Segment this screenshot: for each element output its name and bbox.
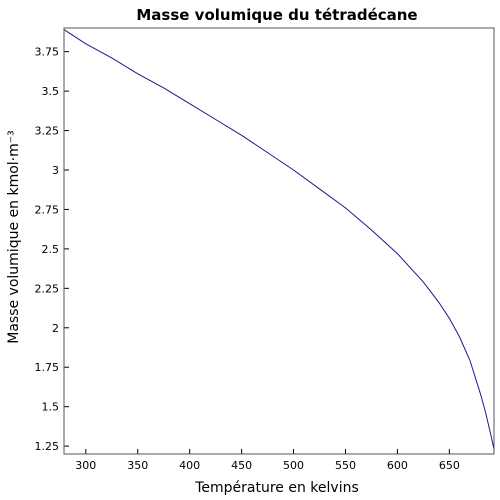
y-tick-label: 3.75: [35, 46, 60, 59]
y-tick-label: 3.5: [42, 85, 60, 98]
x-tick-label: 450: [231, 459, 252, 472]
x-tick-label: 600: [387, 459, 408, 472]
y-axis-ticks: 1.25 1.5 1.75 2 2.25 2.5 2.75 3 3.25 3.5 3.75: [35, 46, 69, 453]
y-axis-label: Masse volumique en kmol·m⁻³: [6, 130, 22, 344]
x-tick-label: 650: [439, 459, 460, 472]
x-axis-label: Température en kelvins: [194, 480, 359, 496]
series-line: [63, 29, 495, 450]
y-tick-label: 2: [52, 322, 59, 335]
x-tick-label: 300: [75, 459, 96, 472]
y-tick-label: 1.25: [35, 440, 60, 453]
y-tick-label: 1.75: [35, 361, 60, 374]
y-tick-label: 3: [52, 164, 59, 177]
y-tick-label: 3.25: [35, 125, 60, 138]
y-tick-label: 1.5: [42, 401, 60, 414]
y-tick-label: 2.5: [42, 243, 60, 256]
plot-frame: [63, 27, 495, 455]
x-tick-label: 400: [179, 459, 200, 472]
chart-title: Masse volumique du tétradécane: [136, 6, 417, 24]
y-tick-label: 2.75: [35, 203, 60, 216]
x-tick-label: 350: [127, 459, 148, 472]
x-tick-label: 500: [283, 459, 304, 472]
x-axis-ticks: 300 350 400 450 500 550 600 650: [75, 449, 460, 472]
y-tick-label: 2.25: [35, 282, 60, 295]
x-tick-label: 550: [335, 459, 356, 472]
